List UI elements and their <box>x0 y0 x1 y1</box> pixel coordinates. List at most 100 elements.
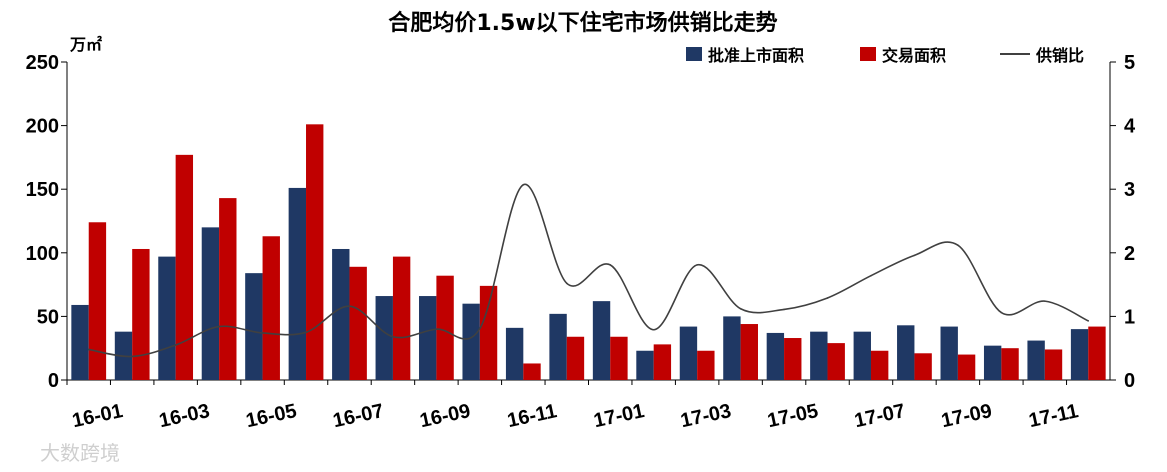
bar-approved-area <box>245 273 263 380</box>
bar-transaction-area <box>88 222 107 380</box>
bar-transaction-area <box>219 198 237 380</box>
ratio-point <box>305 331 307 334</box>
x-tick-label: 16-07 <box>331 400 386 432</box>
y-left-tick-label: 250 <box>26 52 59 74</box>
ratio-point <box>652 328 655 331</box>
y-right-tick-label: 0 <box>1124 370 1135 392</box>
y-left-tick-label: 0 <box>48 370 59 392</box>
bar-transaction-area <box>870 350 889 380</box>
chart-title: 合肥均价1.5w以下住宅市场供销比走势 <box>388 10 777 36</box>
x-tick-label: 17-03 <box>679 400 734 432</box>
x-tick-label: 16-03 <box>157 400 212 432</box>
ratio-point <box>957 244 959 246</box>
x-tick-label: 16-01 <box>70 400 125 432</box>
ratio-point <box>826 297 829 299</box>
y-right-tick-label: 1 <box>1124 306 1135 328</box>
bar-approved-area <box>592 301 611 380</box>
bar-transaction-area <box>914 353 932 380</box>
x-tick-label: 16-05 <box>244 400 299 432</box>
ratio-point <box>696 264 698 266</box>
bar-transaction-area <box>262 236 280 380</box>
bar-transaction-area <box>827 343 845 380</box>
x-tick-label: 17-09 <box>939 400 994 432</box>
y-left-tick-label: 50 <box>37 306 59 328</box>
watermark-text: 大数跨境 <box>40 441 120 465</box>
ratio-point <box>739 307 742 310</box>
bar-approved-area <box>375 296 393 380</box>
bar-transaction-area <box>175 154 194 380</box>
y-right-tick-label: 4 <box>1124 116 1136 138</box>
ratio-point <box>218 325 220 328</box>
bar-transaction-area <box>1044 349 1063 380</box>
bar-transaction-area <box>523 363 541 380</box>
bar-transaction-area <box>740 324 758 380</box>
bar-approved-area <box>158 256 176 380</box>
bar-approved-area <box>940 326 958 380</box>
bar-transaction-area <box>1088 326 1106 380</box>
y-left-tick-label: 150 <box>26 179 59 201</box>
ratio-point <box>913 254 916 257</box>
bar-transaction-area <box>436 275 454 380</box>
x-tick-label: 17-01 <box>592 400 647 432</box>
bar-transaction-area <box>653 344 672 380</box>
ratio-point <box>609 264 612 266</box>
ratio-point <box>522 183 525 186</box>
ratio-point <box>174 344 177 346</box>
ratio-point <box>565 282 568 285</box>
y-right-tick-label: 5 <box>1124 52 1135 74</box>
legend-swatch-transaction <box>860 47 876 61</box>
bar-approved-area <box>766 332 785 380</box>
ratio-point <box>870 274 872 277</box>
bar-approved-area <box>505 327 524 380</box>
bar-approved-area <box>1070 329 1089 380</box>
x-tick-label: 16-11 <box>505 400 559 432</box>
bar-approved-area <box>419 296 437 380</box>
bar-transaction-area <box>566 336 585 380</box>
bar-approved-area <box>201 227 220 380</box>
ratio-point <box>1000 311 1003 314</box>
bar-approved-area <box>462 303 480 380</box>
ratio-point <box>87 348 90 351</box>
bar-approved-area <box>679 326 698 380</box>
bar-transaction-area <box>784 338 802 380</box>
ratio-point <box>435 328 438 330</box>
ratio-point <box>1087 320 1090 322</box>
bar-transaction-area <box>306 124 324 380</box>
x-tick-label: 17-05 <box>766 400 821 432</box>
legend-label-transaction: 交易面积 <box>882 46 946 65</box>
legend-label-approved: 批准上市面积 <box>708 46 804 65</box>
bar-approved-area <box>636 350 654 380</box>
ratio-point <box>783 308 785 311</box>
y-left-tick-label: 200 <box>26 116 59 138</box>
y-left-tick-label: 100 <box>26 243 59 265</box>
ratio-point <box>392 335 394 338</box>
supply-demand-ratio-line <box>88 183 1089 358</box>
y-right-tick-label: 3 <box>1124 179 1135 201</box>
bar-transaction-area <box>697 350 715 380</box>
legend: 批准上市面积 交易面积 供销比 <box>686 46 1084 65</box>
y-axis-unit-label: 万㎡ <box>69 35 102 54</box>
bar-approved-area <box>288 187 307 380</box>
legend-swatch-approved <box>686 47 702 61</box>
bar-approved-area <box>723 316 741 380</box>
bar-approved-area <box>332 248 350 380</box>
x-tick-label: 17-07 <box>852 400 907 432</box>
y-right-tick-label: 2 <box>1124 243 1135 265</box>
ratio-point <box>348 305 351 308</box>
bar-approved-area <box>549 313 567 380</box>
bar-transaction-area <box>132 248 150 380</box>
bar-approved-area <box>983 345 1002 380</box>
x-tick-label: 16-09 <box>418 400 473 432</box>
bar-approved-area <box>897 325 915 380</box>
x-tick-label: 17-11 <box>1027 400 1081 432</box>
plot-area: 0 50 100 150 200 250 0 1 2 3 4 5 16-01 16-03 16-05 16-0… <box>26 52 1136 432</box>
bar-transaction-area <box>1001 348 1019 380</box>
ratio-point <box>261 332 264 334</box>
bar-transaction-area <box>610 336 628 380</box>
ratio-point <box>131 355 133 358</box>
ratio-point <box>1044 300 1046 302</box>
bar-approved-area <box>1027 340 1045 380</box>
bar-approved-area <box>71 304 89 380</box>
